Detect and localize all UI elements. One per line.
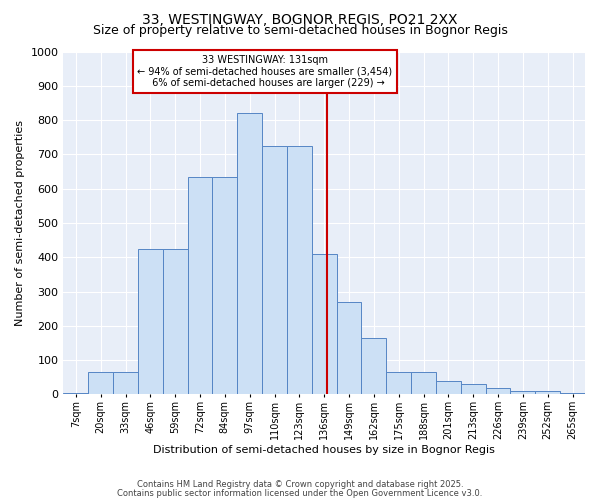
Bar (411, 372, 436, 394)
Bar (212, 176, 237, 394)
Bar (337, 302, 361, 394)
Bar (461, 384, 485, 394)
Bar (361, 338, 386, 394)
Bar (64, 392, 88, 394)
X-axis label: Distribution of semi-detached houses by size in Bognor Regis: Distribution of semi-detached houses by … (153, 445, 495, 455)
Bar (386, 372, 411, 394)
Bar (485, 388, 511, 394)
Bar (535, 391, 560, 394)
Bar (138, 248, 163, 394)
Bar (511, 391, 535, 394)
Text: 33 WESTINGWAY: 131sqm
← 94% of semi-detached houses are smaller (3,454)
  6% of : 33 WESTINGWAY: 131sqm ← 94% of semi-deta… (137, 55, 392, 88)
Bar (287, 146, 312, 394)
Text: 33, WESTINGWAY, BOGNOR REGIS, PO21 2XX: 33, WESTINGWAY, BOGNOR REGIS, PO21 2XX (142, 12, 458, 26)
Bar (262, 146, 287, 394)
Text: Contains HM Land Registry data © Crown copyright and database right 2025.: Contains HM Land Registry data © Crown c… (137, 480, 463, 489)
Bar (113, 372, 138, 394)
Text: Size of property relative to semi-detached houses in Bognor Regis: Size of property relative to semi-detach… (92, 24, 508, 37)
Bar (237, 113, 262, 394)
Bar (188, 176, 212, 394)
Bar (312, 254, 337, 394)
Bar (163, 248, 188, 394)
Bar (88, 372, 113, 394)
Bar (560, 392, 585, 394)
Text: Contains public sector information licensed under the Open Government Licence v3: Contains public sector information licen… (118, 488, 482, 498)
Y-axis label: Number of semi-detached properties: Number of semi-detached properties (15, 120, 25, 326)
Bar (436, 380, 461, 394)
